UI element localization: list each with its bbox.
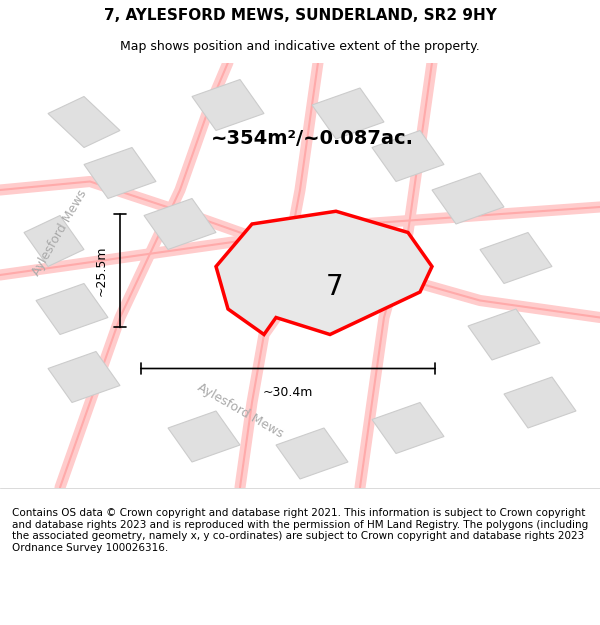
- Polygon shape: [372, 402, 444, 454]
- Polygon shape: [144, 199, 216, 249]
- Polygon shape: [372, 131, 444, 181]
- Polygon shape: [216, 211, 432, 334]
- Polygon shape: [24, 216, 84, 266]
- Text: 7: 7: [325, 273, 343, 301]
- Polygon shape: [48, 351, 120, 403]
- Polygon shape: [480, 232, 552, 284]
- Text: Map shows position and indicative extent of the property.: Map shows position and indicative extent…: [120, 41, 480, 53]
- Polygon shape: [432, 173, 504, 224]
- Polygon shape: [312, 88, 384, 139]
- Polygon shape: [36, 284, 108, 334]
- Text: ~30.4m: ~30.4m: [263, 386, 313, 399]
- Text: Contains OS data © Crown copyright and database right 2021. This information is : Contains OS data © Crown copyright and d…: [12, 508, 588, 553]
- Polygon shape: [468, 309, 540, 360]
- Text: 7, AYLESFORD MEWS, SUNDERLAND, SR2 9HY: 7, AYLESFORD MEWS, SUNDERLAND, SR2 9HY: [104, 8, 496, 23]
- Polygon shape: [48, 96, 120, 148]
- Polygon shape: [84, 148, 156, 199]
- Text: Aylesford Mews: Aylesford Mews: [30, 188, 90, 278]
- Text: ~354m²/~0.087ac.: ~354m²/~0.087ac.: [211, 129, 413, 149]
- Polygon shape: [168, 411, 240, 462]
- Text: Aylesford Mews: Aylesford Mews: [195, 381, 285, 441]
- Polygon shape: [192, 79, 264, 131]
- Polygon shape: [276, 428, 348, 479]
- Polygon shape: [504, 377, 576, 428]
- Text: ~25.5m: ~25.5m: [95, 246, 108, 296]
